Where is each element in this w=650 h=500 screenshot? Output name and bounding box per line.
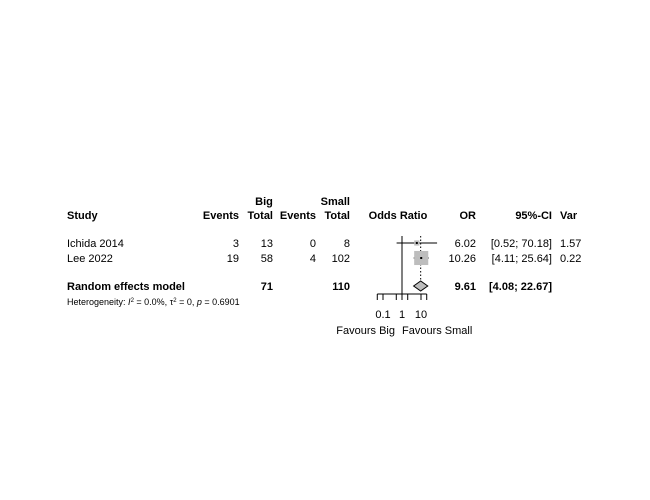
events1-column-header: Events	[203, 210, 239, 222]
forest-graphics: 0.1 1 10	[375, 236, 438, 321]
study-2-var: 0.22	[560, 253, 581, 265]
study-1-events1: 3	[233, 238, 239, 250]
study-1-name: Ichida 2014	[67, 238, 124, 250]
events2-column-header: Events	[280, 210, 316, 222]
odds-ratio-column-header: Odds Ratio	[369, 210, 428, 222]
ci-column-header: 95%-CI	[515, 210, 552, 222]
pooled-label: Random effects model	[67, 281, 185, 293]
study-2-or: 10.26	[448, 253, 476, 265]
study-1-ci: [0.52; 70.18]	[491, 238, 552, 250]
study-2-events2: 4	[310, 253, 316, 265]
heterogeneity-text: Heterogeneity: I2 = 0.0%, τ2 = 0, p = 0.…	[67, 297, 240, 307]
pooled-diamond	[412, 280, 429, 292]
total2-column-header: Total	[325, 210, 350, 222]
total1-column-header: Total	[248, 210, 273, 222]
study-1-or: 6.02	[455, 238, 476, 250]
favours-left-label: Favours Big	[336, 325, 395, 337]
x-axis-tick-label-2: 10	[415, 309, 427, 321]
study-1-point	[415, 242, 418, 244]
var-column-header: Var	[560, 210, 578, 222]
or-column-header: OR	[460, 210, 477, 222]
pooled-or: 9.61	[455, 281, 476, 293]
study-column-header: Study	[67, 210, 98, 222]
pooled-total1: 71	[261, 281, 273, 293]
x-axis-tick-label-0: 0.1	[375, 309, 390, 321]
pooled-ci: [4.08; 22.67]	[489, 281, 552, 293]
study-2-ci: [4.11; 25.64]	[492, 253, 552, 265]
study-2-total1: 58	[261, 253, 273, 265]
study-1-events2: 0	[310, 238, 316, 250]
study-1-total2: 8	[344, 238, 350, 250]
pooled-total2: 110	[332, 281, 350, 293]
group2-header: Small	[321, 196, 350, 208]
study-1-var: 1.57	[560, 238, 581, 250]
study-2-name: Lee 2022	[67, 253, 113, 265]
study-1-total1: 13	[261, 238, 273, 250]
group1-header: Big	[255, 196, 273, 208]
study-2-total2: 102	[332, 253, 350, 265]
study-2-events1: 19	[227, 253, 239, 265]
favours-right-label: Favours Small	[402, 325, 472, 337]
study-2-point	[420, 257, 423, 259]
x-axis-tick-label-1: 1	[399, 309, 405, 321]
